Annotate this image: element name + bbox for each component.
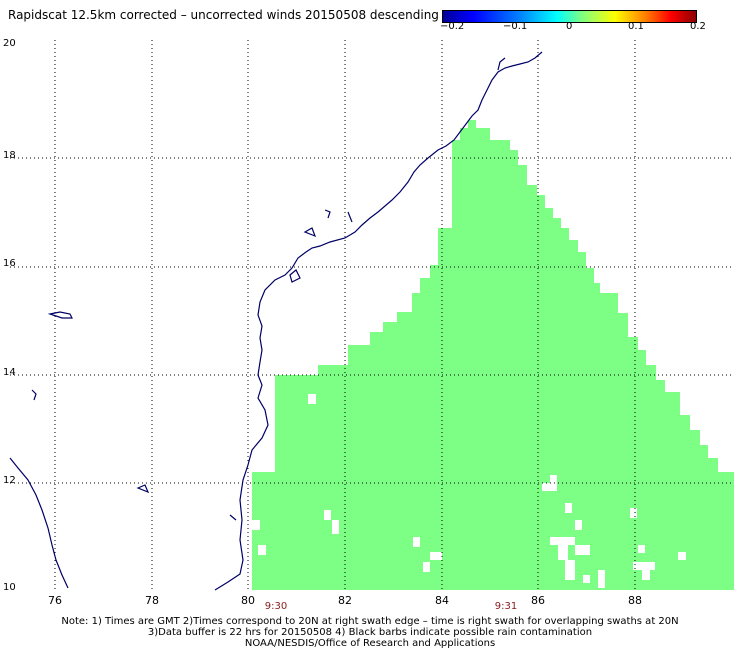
wind-swath [252, 120, 734, 590]
colorbar [442, 10, 697, 23]
lat-label: 20 [3, 38, 16, 49]
lon-label: 82 [338, 594, 352, 607]
colorbar-tick: 0 [566, 21, 573, 32]
colorbar-tick: −0.2 [440, 21, 465, 32]
lat-label: 14 [3, 367, 16, 378]
lat-label: 12 [3, 475, 16, 486]
data-gaps [252, 394, 686, 588]
lon-label: 80 [241, 594, 255, 607]
time-label: 9:30 [264, 601, 288, 612]
lon-label: 76 [48, 594, 62, 607]
map-title: Rapidscat 12.5km corrected – uncorrected… [8, 8, 439, 22]
colorbar-tick: 0.2 [690, 21, 706, 32]
footnote-line: 3)Data buffer is 22 hrs for 20150508 4) … [147, 627, 593, 638]
lon-label: 88 [628, 594, 642, 607]
footnote-line: Note: 1) Times are GMT 2)Times correspon… [61, 616, 679, 627]
lon-label: 86 [531, 594, 545, 607]
colorbar-tick: 0.1 [628, 21, 644, 32]
colorbar-tick: −0.1 [503, 21, 528, 32]
footnote-credit: NOAA/NESDIS/Office of Research and Appli… [244, 638, 496, 649]
lat-label: 18 [3, 150, 16, 161]
lat-label: 16 [3, 258, 16, 269]
time-label: 9:31 [494, 601, 518, 612]
lat-label: 10 [3, 582, 16, 593]
coastline [9, 51, 543, 591]
lon-label: 84 [435, 594, 449, 607]
lon-label: 78 [145, 594, 159, 607]
graticule [10, 40, 734, 590]
